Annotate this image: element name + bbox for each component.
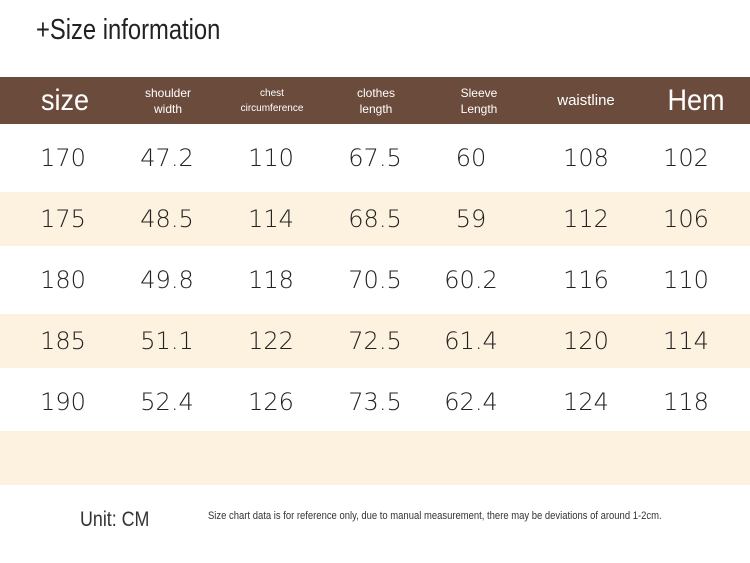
cell-clothes-length: 73.5 bbox=[348, 388, 402, 416]
table-row: 175 48.5 114 68.5 59 112 106 bbox=[0, 192, 750, 246]
cell-chest: 114 bbox=[248, 205, 294, 233]
cell-clothes-length: 70.5 bbox=[348, 266, 402, 294]
cell-shoulder-width: 49.8 bbox=[140, 266, 194, 294]
cell-sleeve-length: 60.2 bbox=[444, 266, 498, 294]
cell-shoulder-width: 48.5 bbox=[140, 205, 194, 233]
table-row-empty bbox=[0, 431, 750, 485]
cell-waistline: 116 bbox=[563, 266, 609, 294]
cell-size: 170 bbox=[40, 144, 86, 172]
cell-size: 185 bbox=[40, 327, 86, 355]
cell-size: 175 bbox=[40, 205, 86, 233]
column-header-sleeve-length: Sleeve Length bbox=[460, 85, 498, 116]
table-row: 180 49.8 118 70.5 60.2 116 110 bbox=[0, 253, 750, 307]
cell-waistline: 112 bbox=[563, 205, 609, 233]
cell-size: 180 bbox=[40, 266, 86, 294]
cell-chest: 110 bbox=[248, 144, 294, 172]
cell-chest: 126 bbox=[248, 388, 294, 416]
table-row: 185 51.1 122 72.5 61.4 120 114 bbox=[0, 314, 750, 368]
cell-waistline: 120 bbox=[563, 327, 609, 355]
cell-clothes-length: 67.5 bbox=[348, 144, 402, 172]
table-header: size shoulder width chest circumference … bbox=[0, 77, 750, 124]
cell-sleeve-length: 61.4 bbox=[444, 327, 498, 355]
table-row: 190 52.4 126 73.5 62.4 124 118 bbox=[0, 375, 750, 429]
cell-chest: 118 bbox=[248, 266, 294, 294]
cell-chest: 122 bbox=[248, 327, 294, 355]
page-title: +Size information bbox=[36, 14, 221, 46]
cell-waistline: 108 bbox=[563, 144, 609, 172]
unit-label: Unit: CM bbox=[80, 508, 150, 531]
table-row: 170 47.2 110 67.5 60 108 102 bbox=[0, 131, 750, 185]
column-header-clothes-length: clothes length bbox=[356, 85, 396, 116]
cell-clothes-length: 72.5 bbox=[348, 327, 402, 355]
cell-sleeve-length: 59 bbox=[455, 205, 487, 233]
cell-waistline: 124 bbox=[563, 388, 609, 416]
cell-shoulder-width: 47.2 bbox=[140, 144, 194, 172]
cell-clothes-length: 68.5 bbox=[348, 205, 402, 233]
cell-hem: 106 bbox=[663, 205, 709, 233]
cell-shoulder-width: 52.4 bbox=[140, 388, 194, 416]
cell-hem: 102 bbox=[663, 144, 709, 172]
column-header-hem: Hem bbox=[667, 83, 725, 117]
cell-hem: 118 bbox=[663, 388, 709, 416]
cell-hem: 114 bbox=[663, 327, 709, 355]
cell-shoulder-width: 51.1 bbox=[140, 327, 194, 355]
cell-sleeve-length: 62.4 bbox=[444, 388, 498, 416]
cell-sleeve-length: 60 bbox=[455, 144, 487, 172]
column-header-shoulder-width: shoulder width bbox=[144, 85, 192, 116]
column-header-size: size bbox=[40, 83, 90, 117]
cell-size: 190 bbox=[40, 388, 86, 416]
column-header-chest-circumference: chest circumference bbox=[240, 87, 304, 114]
reference-note: Size chart data is for reference only, d… bbox=[208, 510, 662, 522]
column-header-waistline: waistline bbox=[557, 92, 615, 109]
cell-hem: 110 bbox=[663, 266, 709, 294]
